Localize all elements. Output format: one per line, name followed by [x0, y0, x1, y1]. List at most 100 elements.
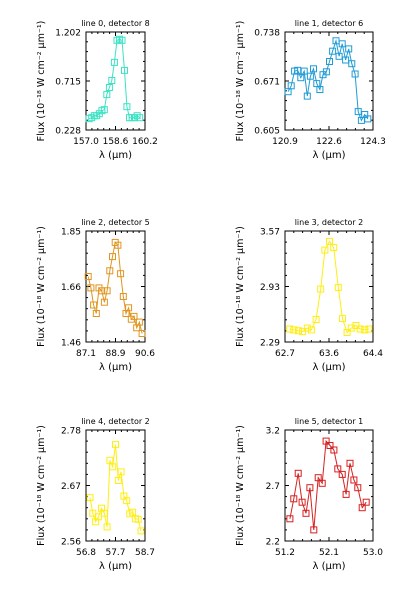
- chart-panel-2: line 2, detector 5 1.46 1.66 1.85 87.1 88.9 90…: [36, 218, 155, 373]
- chart-title: line 2, detector 5: [81, 218, 150, 227]
- data-point-marker: [118, 36, 126, 44]
- y-tick-label: 1.202: [55, 29, 81, 39]
- y-tick-label: 2.93: [260, 283, 280, 293]
- data-point-marker: [348, 60, 356, 68]
- data-point-marker: [316, 86, 324, 93]
- y-tick-label: 1.85: [61, 228, 81, 238]
- data-point-marker: [298, 498, 306, 506]
- y-tick-label: 3.57: [260, 228, 280, 238]
- data-point-marker: [335, 52, 343, 60]
- data-point-marker: [338, 470, 346, 478]
- chart-panel-3: line 3, detector 2 2.29 2.93 3.57 62.7 63.6 64…: [235, 218, 383, 373]
- data-point-marker: [295, 327, 302, 335]
- data-point-marker: [89, 509, 97, 517]
- data-point-marker: [358, 504, 366, 512]
- data-point-marker: [286, 325, 294, 333]
- y-tick-label: 2.56: [61, 538, 81, 548]
- data-point-marker: [106, 267, 114, 275]
- series-line: [287, 38, 369, 122]
- data-point-marker: [98, 287, 106, 295]
- x-tick-label: 64.4: [363, 349, 383, 359]
- x-tick-label: 122.6: [316, 137, 342, 147]
- data-point-marker: [138, 330, 146, 337]
- data-point-marker: [92, 310, 100, 317]
- y-axis-label: Flux (10⁻¹⁸ W cm⁻² μm⁻¹): [36, 21, 47, 142]
- x-tick-label: 90.6: [135, 349, 155, 359]
- data-point-marker: [307, 326, 315, 334]
- x-axis-label: λ (μm): [312, 561, 345, 572]
- data-point-marker: [354, 484, 362, 492]
- data-point-marker: [134, 515, 142, 523]
- y-tick-label: 2.78: [61, 427, 81, 437]
- data-point-marker: [105, 84, 113, 91]
- data-point-marker: [361, 326, 369, 334]
- data-point-marker: [84, 273, 92, 280]
- y-axis-label: Flux (10⁻¹⁸ W cm⁻² μm⁻¹): [235, 226, 246, 347]
- chart-panel-0: line 0, detector 8 0.228 0.715 1.202 157.0 15…: [36, 19, 158, 161]
- data-point-marker: [303, 324, 311, 332]
- y-tick-label: 0.228: [55, 127, 81, 137]
- chart-title: line 0, detector 8: [81, 19, 150, 28]
- data-point-marker: [112, 441, 119, 449]
- y-axis-label: Flux (10⁻¹⁸ W cm⁻² μm⁻¹): [235, 21, 246, 142]
- data-point-marker: [312, 316, 320, 323]
- data-point-marker: [300, 67, 308, 75]
- data-point-marker: [334, 283, 342, 291]
- data-point-marker: [351, 70, 359, 78]
- x-tick-label: 51.2: [275, 548, 295, 558]
- y-axis-label: Flux (10⁻¹⁸ W cm⁻² μm⁻¹): [235, 425, 246, 546]
- y-tick-label: 0.605: [254, 127, 280, 137]
- data-point-marker: [314, 474, 322, 482]
- x-tick-label: 124.3: [360, 137, 386, 147]
- data-point-marker: [86, 494, 94, 502]
- data-point-marker: [290, 495, 298, 503]
- y-tick-label: 2.7: [266, 482, 280, 492]
- y-tick-label: 1.46: [61, 339, 81, 349]
- data-point-marker: [364, 115, 372, 123]
- data-point-marker: [356, 325, 364, 333]
- data-point-marker: [294, 469, 302, 477]
- data-point-marker: [310, 65, 317, 73]
- data-point-marker: [365, 325, 373, 333]
- x-tick-label: 58.7: [135, 548, 155, 558]
- data-point-marker: [121, 66, 128, 74]
- data-point-marker: [103, 91, 111, 99]
- y-tick-label: 2.2: [266, 538, 280, 548]
- data-point-marker: [297, 74, 305, 82]
- y-tick-label: 0.671: [254, 78, 280, 88]
- x-tick-label: 160.2: [132, 137, 158, 147]
- data-point-marker: [338, 40, 346, 48]
- data-point-marker: [109, 463, 117, 471]
- x-axis-label: λ (μm): [99, 150, 132, 161]
- data-point-marker: [310, 526, 318, 534]
- y-tick-label: 2.29: [260, 339, 280, 349]
- data-point-marker: [125, 304, 133, 312]
- data-point-marker: [103, 287, 111, 295]
- data-point-marker: [119, 293, 127, 300]
- chart-panel-5: line 5, detector 1 2.2 2.7 3.2 51.2 52.1 53.0 λ…: [235, 417, 383, 572]
- x-tick-label: 63.6: [319, 349, 339, 359]
- data-point-marker: [94, 513, 102, 521]
- data-point-marker: [117, 468, 125, 476]
- chart-title: line 4, detector 2: [81, 417, 150, 426]
- x-tick-label: 52.1: [319, 548, 339, 558]
- data-point-marker: [286, 515, 294, 523]
- data-point-marker: [110, 58, 118, 66]
- data-point-marker: [330, 446, 338, 454]
- data-point-marker: [100, 106, 108, 114]
- data-point-marker: [326, 442, 334, 449]
- x-tick-label: 87.1: [76, 349, 96, 359]
- data-point-marker: [135, 318, 143, 326]
- data-point-marker: [339, 315, 346, 323]
- x-axis-label: λ (μm): [312, 150, 345, 161]
- chart-panel-1: line 1, detector 6 0.605 0.671 0.738 120.9 12…: [235, 19, 386, 161]
- data-point-marker: [290, 326, 298, 334]
- data-point-marker: [306, 484, 314, 492]
- data-point-marker: [303, 92, 311, 100]
- y-tick-label: 2.67: [61, 482, 81, 492]
- data-point-marker: [90, 301, 98, 309]
- data-point-marker: [317, 285, 325, 293]
- data-point-marker: [103, 523, 111, 531]
- chart-panel-4: line 4, detector 2 2.56 2.67 2.78 56.8 57.7 58…: [36, 417, 155, 572]
